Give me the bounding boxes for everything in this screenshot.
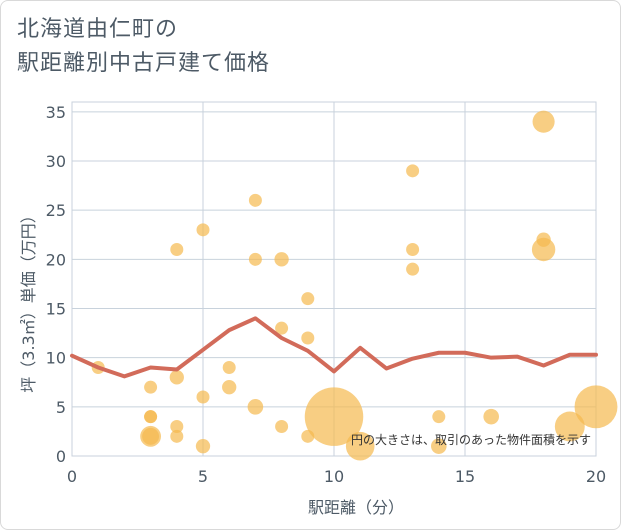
bubble-point: [195, 439, 211, 454]
y-tick-label: 30: [46, 152, 66, 171]
bubble-point: [483, 408, 500, 425]
x-axis-label: 駅距離（分）: [308, 498, 404, 517]
bubble-point: [406, 164, 420, 178]
bubble-point: [222, 380, 237, 395]
chart-title: 北海道由仁町の 駅距離別中古戸建て価格: [17, 13, 270, 81]
x-tick-label: 15: [455, 467, 475, 486]
bubble-point: [432, 410, 446, 424]
bubble-point: [574, 385, 618, 429]
x-tick-label: 20: [586, 467, 606, 486]
chart-title-line-2: 駅距離別中古戸建て価格: [17, 51, 271, 76]
tick-layer: 0 5 10 15 20 0 5 10 15 20 25 30 35: [46, 103, 607, 486]
bubble-point: [248, 252, 262, 266]
bubble-point: [532, 110, 555, 133]
bubble-point: [144, 410, 158, 424]
bubble-point: [406, 243, 420, 256]
x-tick-label: 5: [198, 467, 208, 486]
bubble-point: [170, 243, 184, 256]
bubble-size-note: 円の大きさは、取引のあった物件面積を示す: [351, 432, 591, 447]
bubble-point: [144, 380, 158, 394]
bubble-point: [170, 420, 184, 433]
average-price-line: [70, 316, 598, 379]
bubble-point: [301, 292, 315, 306]
bubble-point: [554, 411, 585, 442]
y-tick-label: 20: [46, 250, 66, 269]
y-axis-label: 坪（3.3㎡）単価（万円）: [19, 207, 38, 392]
trend-line-layer: [70, 316, 598, 379]
bubble-point: [275, 321, 289, 335]
y-tick-label: 5: [56, 398, 66, 417]
bubble-point: [275, 420, 289, 433]
bubble-point: [196, 390, 210, 404]
x-tick-label: 0: [67, 467, 77, 486]
y-tick-label: 15: [46, 300, 66, 319]
bubble-point: [304, 387, 364, 446]
y-tick-label: 25: [46, 201, 66, 220]
y-tick-label: 0: [56, 447, 66, 466]
bubble-point: [345, 431, 375, 461]
bubble-layer: [91, 110, 618, 461]
bubble-point: [431, 438, 447, 454]
chart-title-line-1: 北海道由仁町の: [17, 17, 179, 42]
y-tick-label: 35: [46, 103, 66, 122]
bubble-point: [274, 252, 289, 267]
bubble-point: [301, 331, 315, 345]
bubble-point: [169, 370, 184, 385]
bubble-point: [247, 399, 264, 415]
bubble-point: [142, 427, 160, 445]
bubble-point: [406, 262, 420, 276]
y-tick-label: 10: [46, 349, 66, 368]
bubble-point: [170, 429, 184, 443]
bubble-point: [222, 361, 236, 374]
bubble-point: [248, 193, 262, 207]
x-tick-label: 10: [324, 467, 344, 486]
bubble-point: [531, 237, 556, 262]
bubble-point: [196, 223, 210, 237]
